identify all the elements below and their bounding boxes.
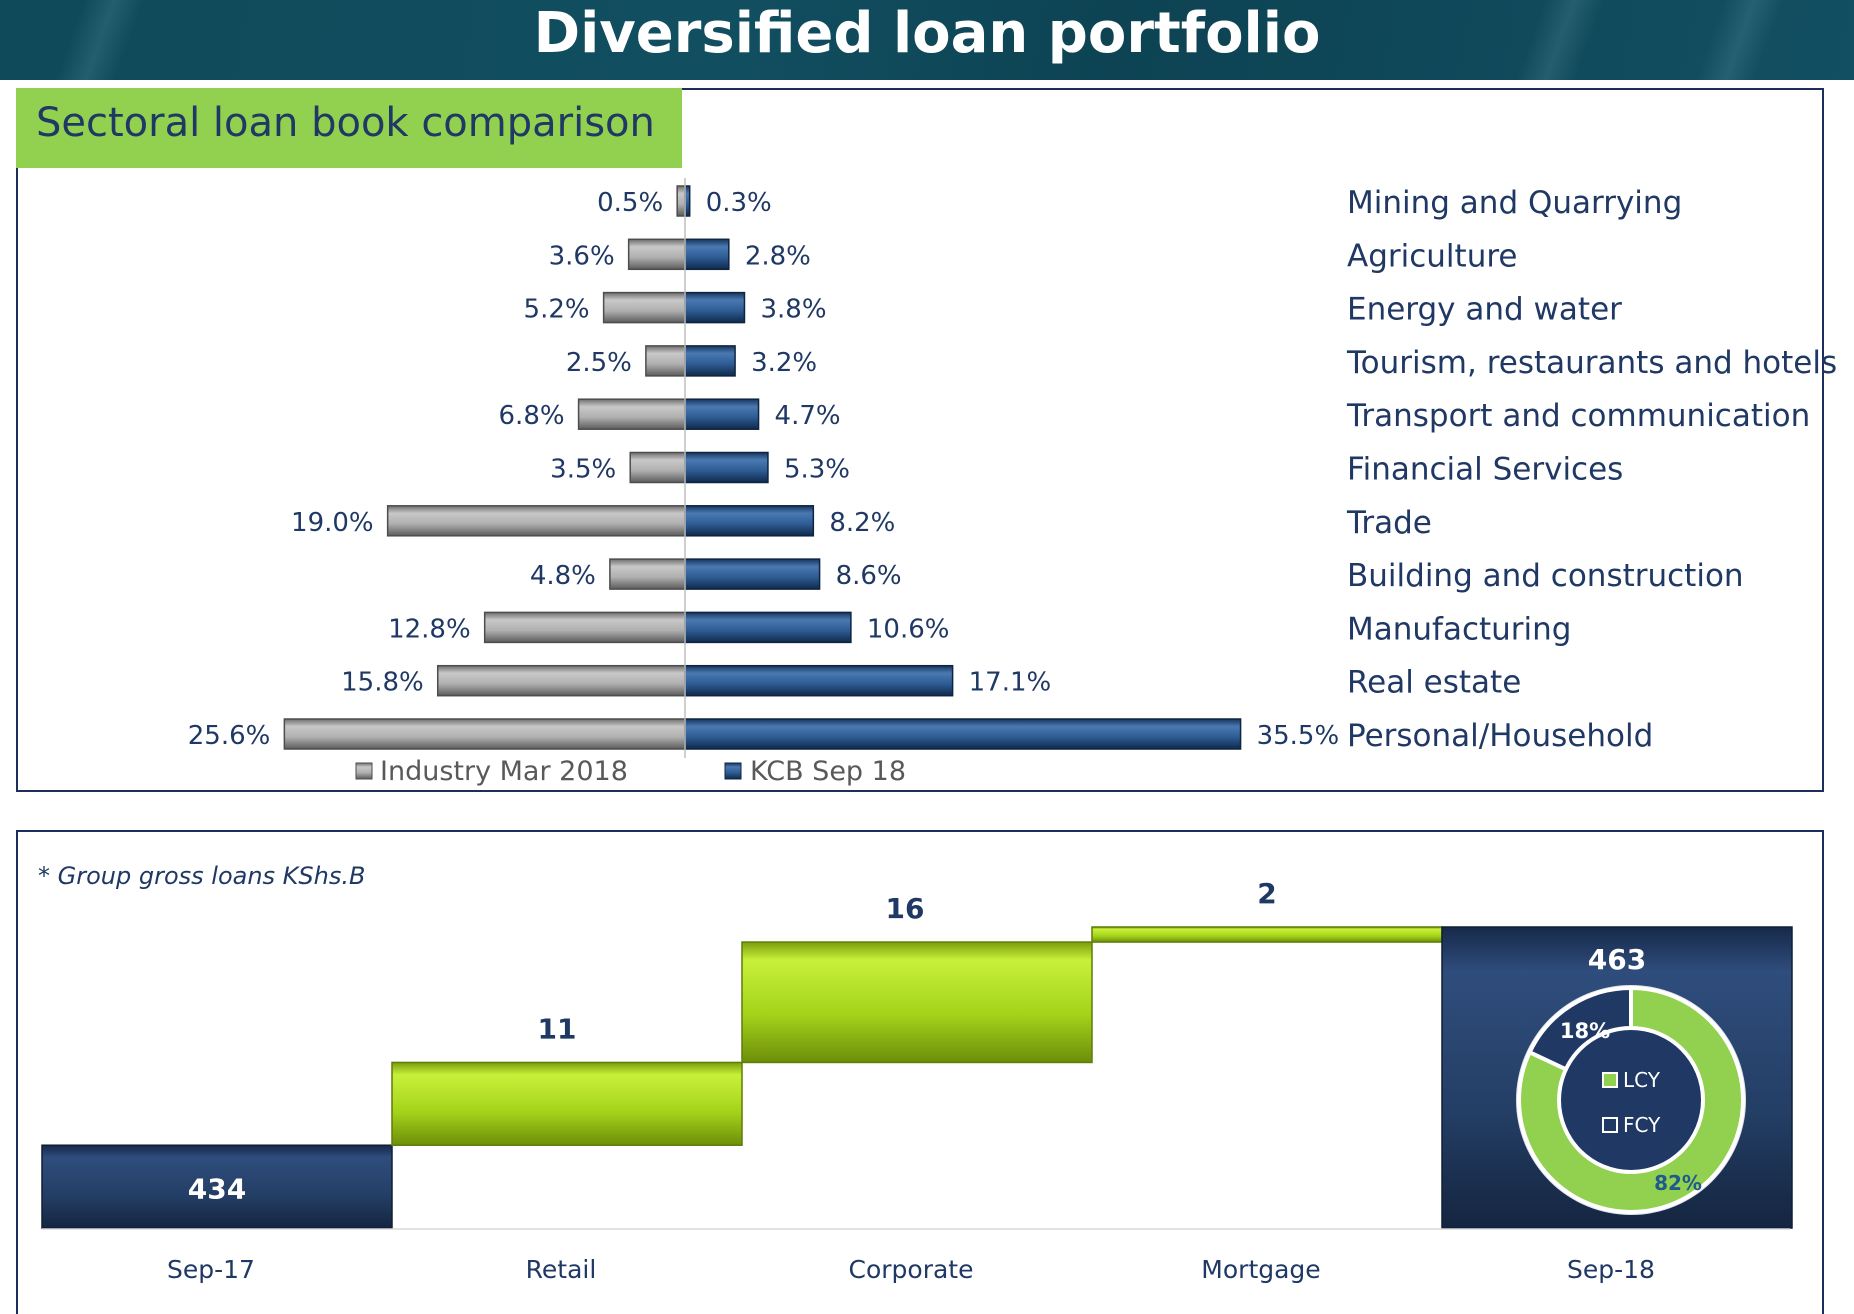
- legend-key-kcb: [724, 762, 742, 780]
- category-label: Energy and water: [1347, 292, 1622, 328]
- donut-hole: [1561, 1030, 1701, 1170]
- bar-industry: [645, 345, 686, 377]
- waterfall-bar: [41, 1144, 393, 1229]
- legend-key-industry: [355, 762, 373, 780]
- waterfall-bar: [741, 941, 1093, 1064]
- section-title: Sectoral loan book comparison: [36, 100, 655, 146]
- donut-slice-lcy: [1517, 985, 1745, 1214]
- category-label: Real estate: [1347, 665, 1521, 701]
- category-label: Sep-17: [167, 1255, 255, 1284]
- value-label-kcb: 2.8%: [745, 241, 811, 271]
- category-label: Retail: [526, 1255, 597, 1284]
- legend-label-fcy: FCY: [1623, 1113, 1661, 1137]
- bar-industry: [609, 558, 686, 590]
- value-label-industry: 5.2%: [524, 295, 590, 325]
- value-label-industry: 6.8%: [499, 401, 565, 431]
- value-label-industry: 2.5%: [566, 348, 632, 378]
- category-label: Personal/Household: [1347, 718, 1653, 754]
- legend-key-fcy: [1602, 1117, 1618, 1133]
- value-label-industry: 3.6%: [549, 241, 615, 271]
- chart-note: * Group gross loans KShs.B: [38, 862, 365, 890]
- value-label-kcb: 35.5%: [1257, 721, 1340, 751]
- value-label-kcb: 3.8%: [760, 295, 826, 325]
- bar-industry: [283, 718, 686, 750]
- value-label-industry: 0.5%: [597, 188, 663, 218]
- bar-kcb: [684, 664, 954, 697]
- waterfall-value-label: 2: [1257, 877, 1276, 910]
- loans-panel: [16, 830, 1824, 1314]
- value-label-kcb: 4.7%: [775, 401, 841, 431]
- category-label: Agriculture: [1347, 238, 1518, 274]
- bar-kcb: [684, 451, 769, 484]
- category-label: Mining and Quarrying: [1347, 185, 1682, 221]
- value-label-kcb: 5.3%: [784, 455, 850, 485]
- value-label-industry: 19.0%: [291, 508, 374, 538]
- sectoral-panel: [16, 88, 1824, 792]
- header-decoration: [1680, 0, 1800, 80]
- bar-kcb: [684, 718, 1242, 750]
- legend-label-lcy: LCY: [1623, 1068, 1661, 1092]
- category-label: Transport and communication: [1346, 398, 1810, 434]
- category-label: Mortgage: [1201, 1255, 1320, 1284]
- value-label-industry: 15.8%: [341, 668, 424, 698]
- bar-kcb: [684, 238, 730, 271]
- value-label-industry: 25.6%: [188, 721, 271, 751]
- page-title: Diversified loan portfolio: [533, 1, 1321, 66]
- bar-industry: [386, 505, 686, 537]
- header-decoration: [40, 0, 160, 80]
- bar-kcb: [684, 398, 760, 430]
- category-label: Manufacturing: [1347, 611, 1571, 647]
- legend-label-kcb: KCB Sep 18: [750, 756, 906, 787]
- value-label-kcb: 3.2%: [751, 348, 817, 378]
- category-label: Corporate: [849, 1255, 974, 1284]
- waterfall-bar: [1091, 926, 1443, 943]
- bar-industry: [483, 611, 686, 644]
- waterfall-value-label: 434: [188, 1173, 246, 1206]
- bar-kcb: [684, 558, 821, 590]
- waterfall-value-label: 16: [886, 892, 925, 925]
- bar-kcb: [684, 291, 746, 324]
- header-decoration: [1500, 0, 1620, 80]
- header-banner: [0, 0, 1854, 80]
- value-label-kcb: 10.6%: [867, 614, 950, 644]
- value-label-industry: 3.5%: [550, 455, 616, 485]
- bar-industry: [627, 238, 686, 271]
- bar-industry: [602, 291, 686, 324]
- bar-industry: [577, 398, 686, 430]
- bar-industry: [629, 451, 686, 484]
- legend-key-lcy: [1602, 1072, 1618, 1088]
- value-label-industry: 12.8%: [388, 614, 471, 644]
- category-label: Financial Services: [1347, 452, 1623, 488]
- bar-kcb: [684, 611, 852, 644]
- value-label-kcb: 8.2%: [829, 508, 895, 538]
- donut-label-fcy: 18%: [1560, 1019, 1610, 1043]
- value-label-kcb: 17.1%: [969, 668, 1052, 698]
- waterfall-bar: [391, 1061, 743, 1146]
- bar-kcb: [684, 345, 736, 377]
- category-label: Trade: [1346, 505, 1432, 541]
- section-banner: [16, 88, 682, 168]
- category-label: Sep-18: [1567, 1255, 1655, 1284]
- waterfall-value-label: 11: [538, 1012, 577, 1045]
- bar-industry: [436, 664, 686, 697]
- category-label: Tourism, restaurants and hotels: [1346, 345, 1837, 381]
- category-label: Building and construction: [1347, 558, 1744, 594]
- donut-label-lcy: 82%: [1654, 1171, 1702, 1195]
- value-label-industry: 4.8%: [530, 561, 596, 591]
- value-label-kcb: 0.3%: [706, 188, 772, 218]
- waterfall-value-label: 463: [1588, 943, 1646, 976]
- bar-kcb: [684, 505, 815, 537]
- value-label-kcb: 8.6%: [836, 561, 902, 591]
- bar-industry: [676, 185, 686, 217]
- legend-label-industry: Industry Mar 2018: [380, 756, 628, 787]
